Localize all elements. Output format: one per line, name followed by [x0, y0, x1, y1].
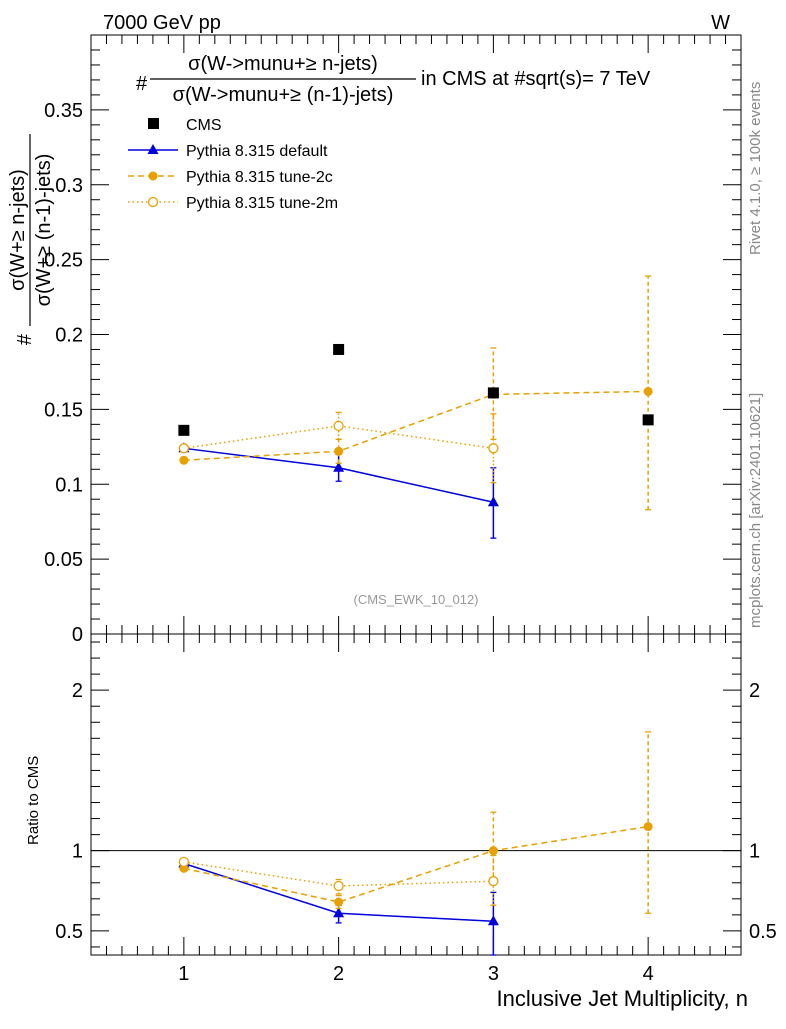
x-tick-label-0: 1 [178, 963, 189, 985]
ratio-y-tick-label-2: 2 [72, 680, 83, 702]
ratio-y-tick-label-right-2: 2 [749, 680, 760, 702]
main-marker-tune-2c-1 [334, 446, 344, 456]
main-y-tick-label-1: 0.05 [44, 549, 83, 571]
ratio-y-tick-label-1: 1 [72, 841, 83, 863]
y-axis-label-prefix: # [14, 333, 36, 345]
x-axis-label: Inclusive Jet Multiplicity, n [497, 986, 748, 1011]
header-energy-label: 7000 GeV pp [103, 12, 221, 34]
x-tick-label-3: 4 [643, 963, 654, 985]
ratio-y-tick-label-right-1: 1 [749, 841, 760, 863]
main-y-tick-label-3: 0.15 [44, 399, 83, 421]
legend-marker-tune-2m [147, 196, 159, 208]
x-tick-label-2: 3 [488, 963, 499, 985]
ratio-line-tune-2c [183, 825, 649, 903]
main-marker-cms-3 [642, 414, 654, 426]
ratio-y-axis-label: Ratio to CMS [25, 756, 42, 845]
main-marker-cms-1 [333, 343, 345, 355]
ratio-marker-default-1 [333, 907, 345, 918]
ratio-marker-tune-2m-0 [178, 856, 190, 868]
legend: CMS Pythia 8.315 default Pythia 8.315 tu… [128, 117, 338, 212]
legend-marker-default [147, 144, 159, 154]
ratio-y-tick-label-0: 0.5 [55, 921, 83, 943]
ratio-plot-frame [90, 633, 742, 956]
y-axis-label-denominator: σ(W+≥ (n-1)-jets) [33, 154, 55, 307]
ratio-marker-default-2 [487, 915, 499, 926]
series-layer [178, 275, 654, 956]
main-marker-cms-0 [178, 424, 190, 436]
ratio-y-axis: 0.5 0.5 1 1 2 2 [55, 641, 777, 948]
plot-title-suffix: in CMS at #sqrt(s)= 7 TeV [421, 68, 651, 90]
plot-title-numerator: σ(W->munu+≥ n-jets) [188, 53, 378, 75]
main-y-tick-label-6: 0.3 [55, 175, 83, 197]
main-marker-default-1 [333, 461, 345, 472]
y-axis-label: σ(W+≥ n-jets) σ(W+≥ (n-1)-jets) # [7, 134, 55, 345]
legend-label-default: Pythia 8.315 default [186, 143, 328, 160]
main-marker-tune-2c-0 [179, 455, 189, 465]
main-marker-tune-2m-1 [333, 420, 344, 431]
ratio-marker-tune-2c-2 [488, 846, 498, 856]
ratio-marker-tune-2m-2 [488, 876, 499, 887]
plot-title-denominator: σ(W->munu+≥ (n-1)-jets) [173, 84, 394, 106]
main-y-tick-label-0: 0 [72, 624, 83, 646]
legend-label-tune-2c: Pythia 8.315 tune-2c [186, 169, 333, 186]
main-line-tune-2c [183, 390, 649, 462]
rivet-version-label: Rivet 4.1.0, ≥ 100k events [747, 82, 764, 255]
header-process-label: W [711, 12, 730, 34]
ratio-marker-tune-2m-1 [333, 880, 344, 892]
main-y-axis: 0 0.05 0.1 0.15 0.2 0.25 0.3 0.35 [44, 49, 741, 646]
main-marker-cms-2 [487, 387, 499, 399]
ratio-y-tick-label-right-0: 0.5 [749, 921, 777, 943]
main-marker-tune-2c-3 [643, 386, 653, 396]
plot-title-prefix: # [136, 73, 148, 95]
main-y-tick-label-2: 0.1 [55, 474, 83, 496]
mcplots-label: mcplots.cern.ch [arXiv:2401.10621] [747, 393, 764, 628]
x-tick-label-1: 2 [333, 963, 344, 985]
legend-marker-cms [148, 118, 159, 129]
y-axis-label-numerator: σ(W+≥ n-jets) [7, 169, 29, 291]
ratio-marker-tune-2c-3 [643, 822, 653, 832]
analysis-id-label: (CMS_EWK_10_012) [354, 592, 479, 607]
legend-marker-tune-2c [148, 171, 158, 181]
ratio-marker-tune-2c-1 [334, 897, 344, 907]
main-marker-tune-2m-0 [178, 443, 190, 454]
legend-label-cms: CMS [186, 117, 222, 134]
main-y-tick-label-4: 0.2 [55, 325, 83, 347]
main-marker-default-2 [487, 496, 499, 507]
legend-label-tune-2m: Pythia 8.315 tune-2m [186, 195, 338, 212]
main-y-tick-label-7: 0.35 [44, 100, 83, 122]
main-y-tick-label-5: 0.25 [44, 250, 83, 272]
main-marker-tune-2m-2 [488, 443, 499, 454]
x-axis: 1 2 3 4 [105, 35, 727, 985]
